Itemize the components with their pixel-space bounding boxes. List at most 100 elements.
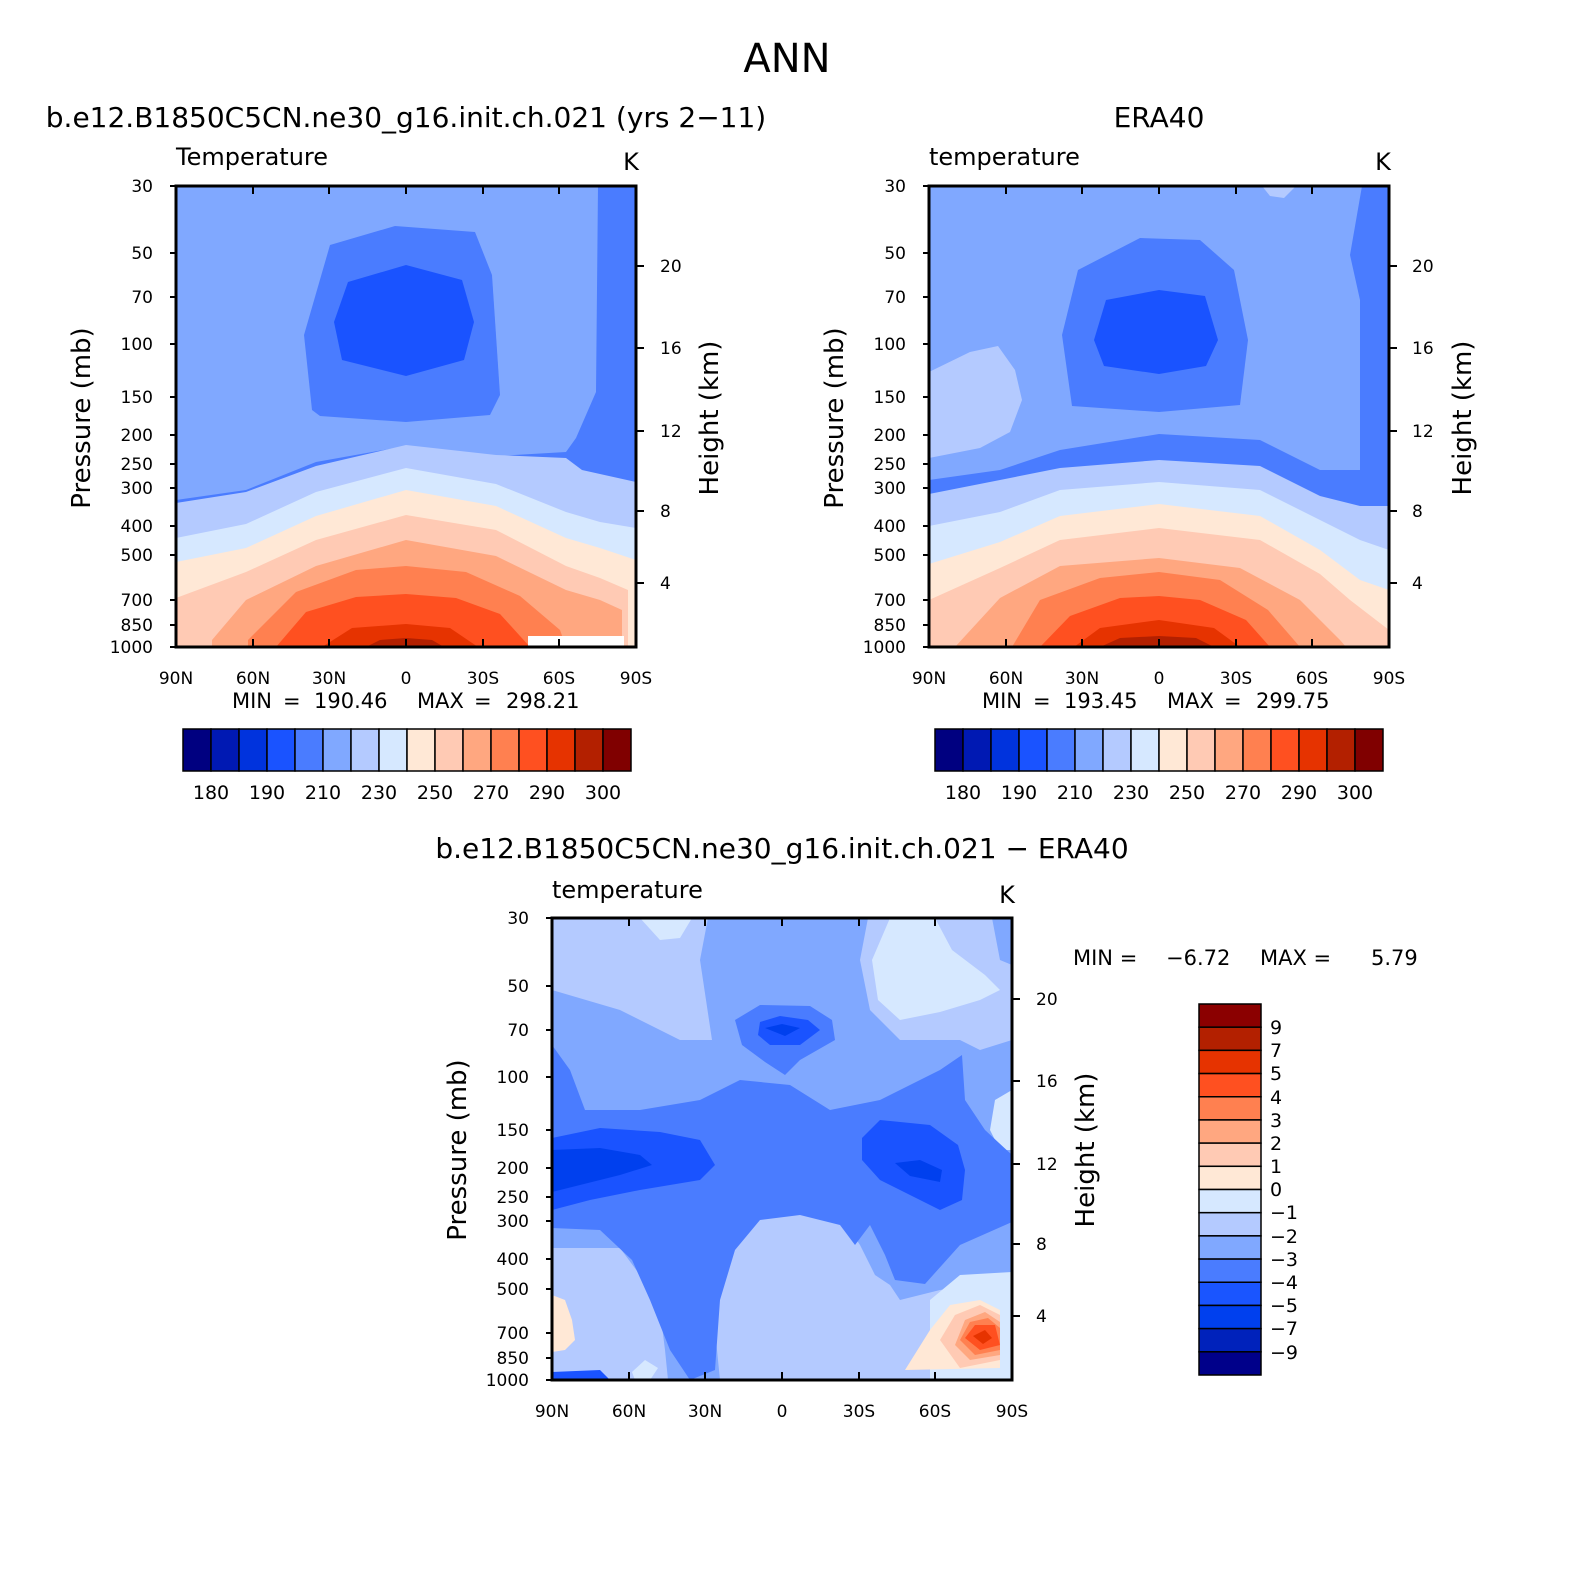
colorbar-label: 290: [1281, 782, 1317, 804]
y2-axis-label-model: Height (km): [695, 341, 725, 496]
y-tick-label: 30: [131, 177, 153, 197]
y2-tick-label: 12: [1412, 422, 1434, 442]
max-label: MAX: [1167, 689, 1214, 713]
min-label: MIN: [982, 689, 1022, 713]
contour-level-295: [322, 624, 478, 647]
x-tick-label: 60S: [543, 669, 575, 689]
colorbar-swatch: [1198, 1281, 1262, 1307]
colorbar-swatch: [406, 728, 436, 772]
y-tick-label: 1000: [863, 638, 906, 658]
colorbar-label: 0: [1270, 1179, 1282, 1201]
minmax-obs: MIN = 193.45 MAX = 299.75: [982, 689, 1329, 713]
colorbar-label: 190: [249, 782, 285, 804]
colorbar-label: 290: [529, 782, 565, 804]
colorbar-label: −1: [1270, 1202, 1298, 1224]
y-tick-label: 300: [121, 479, 153, 499]
y-tick-label: 250: [121, 455, 153, 475]
x-tick-label: 90S: [1373, 669, 1405, 689]
min-label: MIN: [232, 689, 272, 713]
y-tick-label: 200: [497, 1159, 529, 1179]
contour-level-neg7-right: [895, 1160, 942, 1182]
colorbar-swatch: [350, 728, 380, 772]
colorbar-label: 270: [473, 782, 509, 804]
y2-axis-label-obs: Height (km): [1448, 341, 1478, 496]
colorbar-swatch: [1198, 1119, 1262, 1144]
y-tick-label: 50: [131, 244, 153, 264]
y-tick-label: 300: [874, 479, 906, 499]
svg-text:=: =: [283, 689, 301, 713]
colorbar-label: 190: [1001, 782, 1037, 804]
min-value: 190.46: [314, 689, 387, 713]
colorbar-swatch: [1326, 728, 1356, 772]
y-tick-label: 400: [121, 517, 153, 537]
x-tick-labels-model: 90N 60N 30N 0 30S 60S 90S: [159, 669, 652, 689]
contour-level-230-left: [929, 346, 1022, 458]
contour-level-neg5-bottom: [552, 1370, 610, 1380]
y-tick-labels-obs: 30 50 70 100 150 200 250 300 400 500 700…: [863, 177, 906, 658]
y2-tick-labels-model: 20 16 12 8 4: [660, 257, 682, 594]
missing-data-mask: [528, 636, 624, 647]
y2-tick-label: 4: [1412, 574, 1423, 594]
colorbar-model: [182, 728, 632, 772]
colorbar-label: 230: [361, 782, 397, 804]
contour-level-neg7-upper: [765, 1024, 800, 1036]
colorbar-swatch: [1198, 1049, 1262, 1075]
y-tick-label: 700: [121, 591, 153, 611]
y-tick-label: 100: [497, 1068, 529, 1088]
y-tick-label: 70: [884, 288, 906, 308]
colorbar-swatch: [1130, 728, 1160, 772]
colorbar-swatch: [1214, 728, 1244, 772]
minmax-diff: MIN = −6.72 MAX = 5.79: [1073, 946, 1418, 970]
y-axis-label-obs: Pressure (mb): [820, 327, 850, 508]
colorbar-swatch: [490, 728, 520, 772]
x-tick-label: 90N: [159, 669, 193, 689]
x-tick-label: 30N: [1065, 669, 1099, 689]
x-tick-label: 30S: [467, 669, 499, 689]
panel-obs: ERA40 temperature K: [820, 101, 1478, 804]
y-tick-label: 30: [884, 177, 906, 197]
colorbar-swatch: [378, 728, 408, 772]
y2-tick-labels-diff: 20 16 12 8 4: [1036, 990, 1058, 1327]
colorbar-swatch: [1198, 1142, 1262, 1168]
axis-ticks-obs: [923, 185, 1397, 648]
units-label-model: K: [623, 148, 640, 176]
colorbar-swatch: [182, 728, 212, 772]
y-tick-label: 400: [497, 1250, 529, 1270]
contour-level-210: [1350, 186, 1389, 480]
min-label: MIN =: [1073, 946, 1137, 970]
contour-level-200: [334, 265, 474, 376]
contour-level-neg1-righthump: [990, 1090, 1012, 1150]
y2-tick-labels-obs: 20 16 12 8 4: [1412, 257, 1434, 594]
panel-title-obs: ERA40: [1114, 101, 1205, 134]
y-tick-labels-diff: 30 50 70 100 150 200 250 300 400 500 700…: [486, 909, 529, 1391]
y-tick-label: 250: [874, 455, 906, 475]
colorbar-swatch: [1298, 728, 1328, 772]
y2-tick-label: 12: [1036, 1155, 1058, 1175]
colorbar-swatch: [1242, 728, 1272, 772]
figure-title: ANN: [743, 36, 830, 82]
units-label-obs: K: [1375, 148, 1392, 176]
colorbar-label: −7: [1270, 1318, 1298, 1340]
axis-ticks-model: [170, 185, 644, 648]
contour-field-diff: [552, 918, 1012, 1380]
variable-label-diff: temperature: [552, 876, 703, 904]
y-tick-label: 70: [131, 288, 153, 308]
x-tick-label: 60N: [236, 669, 270, 689]
colorbar-swatch: [1198, 1026, 1262, 1052]
colorbar-label: 250: [1169, 782, 1205, 804]
y2-tick-label: 4: [660, 574, 671, 594]
contour-level-0-left: [552, 1295, 575, 1352]
colorbar-label: 9: [1270, 1017, 1282, 1039]
panel-title-diff: b.e12.B1850C5CN.ne30_g16.init.ch.021 − E…: [435, 832, 1128, 865]
panel-diff: b.e12.B1850C5CN.ne30_g16.init.ch.021 − E…: [435, 832, 1417, 1422]
colorbar-label: 180: [945, 782, 981, 804]
colorbar-swatch: [1198, 1165, 1262, 1191]
x-tick-label: 90S: [996, 1402, 1028, 1422]
colorbar-swatch: [962, 728, 992, 772]
y-tick-label: 1000: [110, 638, 153, 658]
colorbar-obs: [934, 728, 1384, 772]
colorbar-swatch: [1198, 1235, 1262, 1260]
y-tick-label: 150: [497, 1121, 529, 1141]
colorbar-swatch: [990, 728, 1020, 772]
